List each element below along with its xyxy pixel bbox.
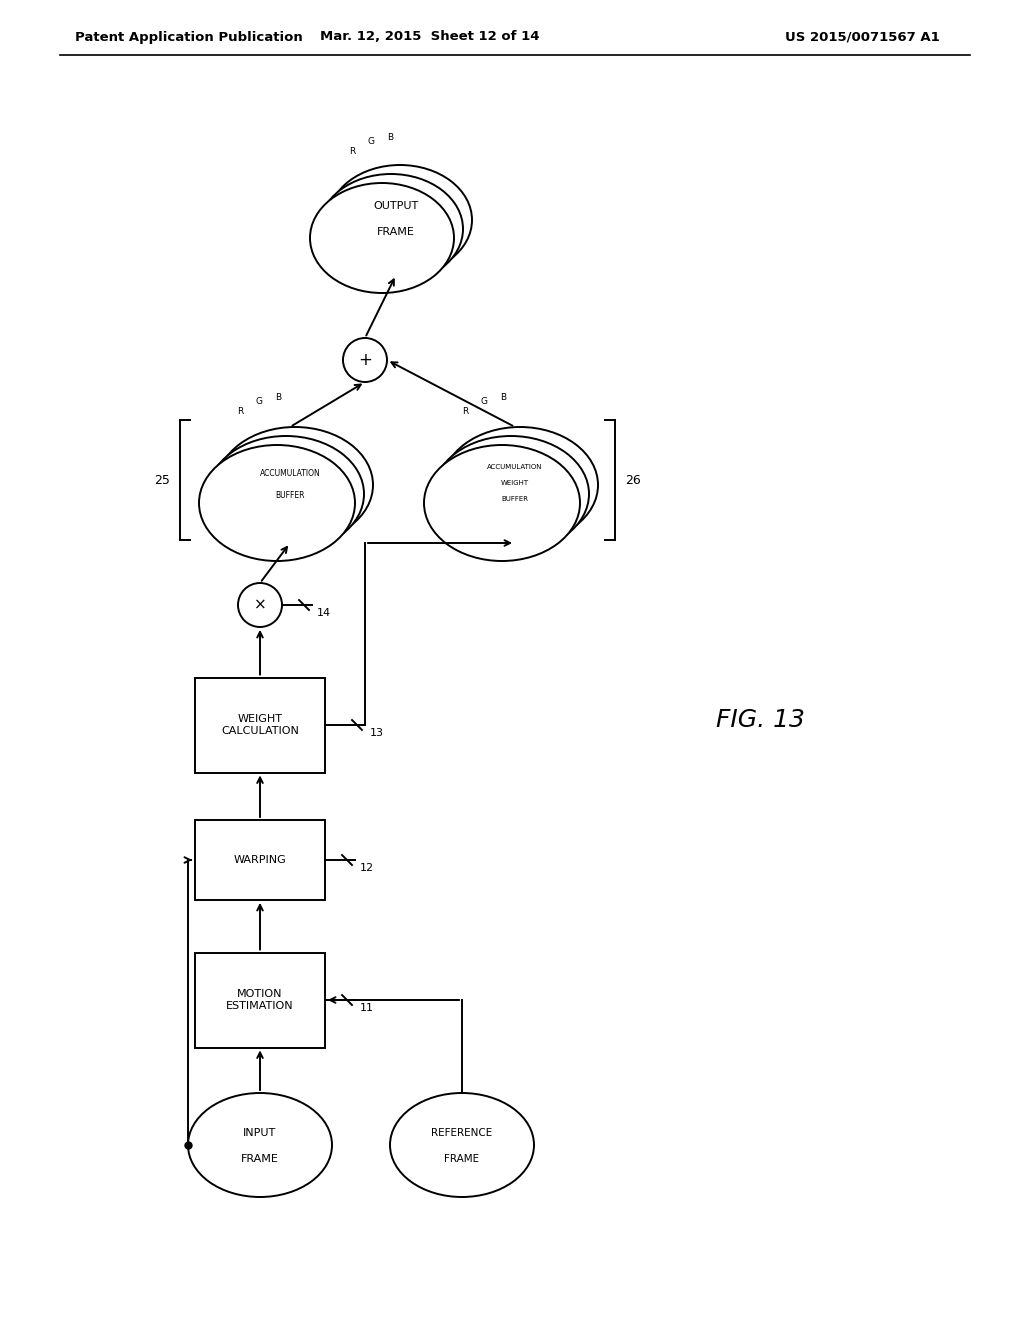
Text: 25: 25 xyxy=(154,474,170,487)
Ellipse shape xyxy=(188,1093,332,1197)
Ellipse shape xyxy=(390,1093,534,1197)
Text: R: R xyxy=(349,148,355,157)
Text: FIG. 13: FIG. 13 xyxy=(716,708,805,733)
Text: FRAME: FRAME xyxy=(444,1154,479,1164)
Text: 14: 14 xyxy=(317,609,331,618)
Text: FRAME: FRAME xyxy=(377,227,415,238)
Ellipse shape xyxy=(433,436,589,552)
Text: Mar. 12, 2015  Sheet 12 of 14: Mar. 12, 2015 Sheet 12 of 14 xyxy=(321,30,540,44)
Text: R: R xyxy=(237,408,243,417)
Ellipse shape xyxy=(199,445,355,561)
Text: WEIGHT
CALCULATION: WEIGHT CALCULATION xyxy=(221,714,299,737)
Text: US 2015/0071567 A1: US 2015/0071567 A1 xyxy=(785,30,940,44)
Text: +: + xyxy=(358,351,372,370)
Text: BUFFER: BUFFER xyxy=(502,496,528,502)
Text: FRAME: FRAME xyxy=(241,1154,279,1164)
Text: ×: × xyxy=(254,598,266,612)
Text: Patent Application Publication: Patent Application Publication xyxy=(75,30,303,44)
Text: ACCUMULATION: ACCUMULATION xyxy=(487,465,543,470)
Circle shape xyxy=(238,583,282,627)
Text: 26: 26 xyxy=(625,474,641,487)
Bar xyxy=(195,677,325,772)
Ellipse shape xyxy=(442,426,598,543)
Text: BUFFER: BUFFER xyxy=(275,491,305,499)
Ellipse shape xyxy=(319,174,463,284)
Ellipse shape xyxy=(424,445,580,561)
Text: B: B xyxy=(387,132,393,141)
Text: REFERENCE: REFERENCE xyxy=(431,1129,493,1138)
Text: WARPING: WARPING xyxy=(233,855,287,865)
Text: G: G xyxy=(480,397,487,407)
Text: R: R xyxy=(462,408,468,417)
Text: B: B xyxy=(274,392,281,401)
Ellipse shape xyxy=(217,426,373,543)
Bar xyxy=(195,820,325,900)
Text: 13: 13 xyxy=(370,729,384,738)
Text: INPUT: INPUT xyxy=(244,1129,276,1138)
Ellipse shape xyxy=(310,183,454,293)
Text: WEIGHT: WEIGHT xyxy=(501,480,529,486)
Text: G: G xyxy=(368,137,375,147)
Text: B: B xyxy=(500,392,506,401)
Text: 12: 12 xyxy=(360,863,374,873)
Text: G: G xyxy=(256,397,262,407)
Text: MOTION
ESTIMATION: MOTION ESTIMATION xyxy=(226,989,294,1011)
Ellipse shape xyxy=(208,436,364,552)
Text: 11: 11 xyxy=(360,1003,374,1012)
Circle shape xyxy=(343,338,387,381)
Ellipse shape xyxy=(328,165,472,275)
Text: ACCUMULATION: ACCUMULATION xyxy=(260,469,321,478)
Text: OUTPUT: OUTPUT xyxy=(374,201,419,211)
Bar xyxy=(195,953,325,1048)
